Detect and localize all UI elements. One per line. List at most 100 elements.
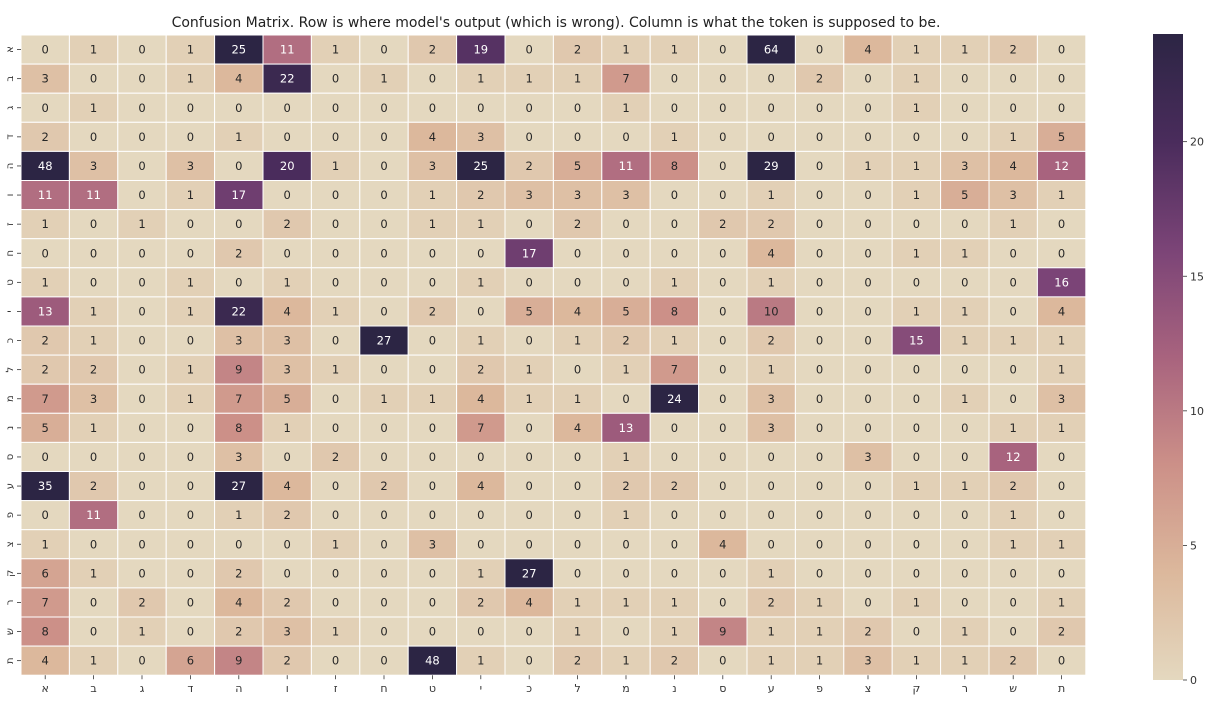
cell-value-label: 1 <box>622 101 629 115</box>
cell-value-label: 0 <box>477 508 484 522</box>
heatmap-cell <box>407 121 458 152</box>
heatmap-cell <box>310 209 361 240</box>
cell-value-label: 2 <box>526 159 533 173</box>
cell-value-label: 2 <box>671 654 678 668</box>
heatmap-cell <box>794 180 845 211</box>
heatmap-cell <box>1036 587 1087 618</box>
heatmap-cell <box>359 354 409 385</box>
heatmap-cell <box>68 587 119 618</box>
cell-value-label: 0 <box>380 625 387 639</box>
heatmap-cell <box>601 529 651 560</box>
heatmap-cell <box>940 34 990 65</box>
heatmap-cell <box>601 209 651 240</box>
heatmap-cell <box>262 325 312 356</box>
cell-value-label: 22 <box>280 72 295 86</box>
heatmap-cell <box>746 412 796 443</box>
cell-value-label: 1 <box>961 334 968 348</box>
cell-value-label: 0 <box>138 159 145 173</box>
heatmap-cell <box>746 325 796 356</box>
cell-value-label: 1 <box>90 421 97 435</box>
cell-value-label: 0 <box>138 392 145 406</box>
cell-value-label: 0 <box>332 654 339 668</box>
cell-value-label: 0 <box>187 508 194 522</box>
cell-value-label: 1 <box>526 363 533 377</box>
cell-value-label: 1 <box>671 275 678 289</box>
row-tick-label: י <box>5 310 16 312</box>
cell-value-label: 1 <box>913 72 920 86</box>
cell-value-label: 0 <box>719 275 726 289</box>
heatmap-cell <box>359 529 409 560</box>
cell-value-label: 1 <box>477 72 484 86</box>
heatmap-cell <box>310 325 361 356</box>
heatmap-cell <box>601 180 651 211</box>
cell-value-label: 0 <box>187 450 194 464</box>
cell-value-label: 2 <box>864 625 871 639</box>
cell-value-label: 1 <box>574 334 581 348</box>
heatmap-cell <box>214 354 264 385</box>
cell-value-label: 0 <box>90 450 97 464</box>
cell-value-label: 0 <box>235 159 242 173</box>
cell-value-label: 0 <box>816 363 823 377</box>
row-tick-label: ר <box>5 600 16 606</box>
cell-value-label: 3 <box>90 159 97 173</box>
heatmap-cell <box>1036 92 1087 123</box>
cell-value-label: 0 <box>864 392 871 406</box>
row-tick-label: ש <box>5 628 16 635</box>
heatmap-cell <box>20 558 70 589</box>
column-tick-label: א <box>42 682 49 695</box>
heatmap-cell <box>552 34 603 65</box>
heatmap-cell <box>940 296 990 327</box>
cell-value-label: 1 <box>187 392 194 406</box>
heatmap-cell <box>843 121 893 152</box>
heatmap-cell <box>214 616 264 647</box>
row-tick-label: ח <box>5 250 16 257</box>
heatmap-cell <box>1036 529 1087 560</box>
cell-value-label: 3 <box>235 334 242 348</box>
heatmap-cell <box>68 34 119 65</box>
heatmap-cell <box>1036 441 1087 472</box>
cell-value-label: 0 <box>864 363 871 377</box>
cell-value-label: 0 <box>719 479 726 493</box>
heatmap-cell <box>214 325 264 356</box>
cell-value-label: 0 <box>42 101 49 115</box>
cell-value-label: 1 <box>671 334 678 348</box>
cell-value-label: 0 <box>187 101 194 115</box>
heatmap-cell <box>601 296 651 327</box>
cell-value-label: 0 <box>477 537 484 551</box>
cell-value-label: 1 <box>622 595 629 609</box>
row-tick-label: ז <box>5 222 16 226</box>
cell-value-label: 0 <box>526 217 533 231</box>
cell-value-label: 3 <box>768 392 775 406</box>
cell-value-label: 0 <box>90 246 97 260</box>
cell-value-label: 4 <box>768 246 775 260</box>
cell-value-label: 0 <box>429 595 436 609</box>
cell-value-label: 0 <box>1058 43 1065 57</box>
cell-value-label: 1 <box>574 595 581 609</box>
heatmap-cell <box>20 529 70 560</box>
cell-value-label: 2 <box>1010 43 1017 57</box>
cell-value-label: 0 <box>719 101 726 115</box>
cell-value-label: 2 <box>429 43 436 57</box>
heatmap-cell <box>20 121 70 152</box>
row-tick-label: נ <box>5 426 16 430</box>
cell-value-label: 3 <box>284 625 291 639</box>
cell-value-label: 0 <box>864 537 871 551</box>
cell-value-label: 0 <box>90 275 97 289</box>
heatmap-cell <box>891 558 942 589</box>
cell-value-label: 0 <box>138 566 145 580</box>
cell-value-label: 0 <box>913 537 920 551</box>
cell-value-label: 0 <box>1058 654 1065 668</box>
cell-value-label: 0 <box>138 188 145 202</box>
cell-value-label: 35 <box>38 479 53 493</box>
cell-value-label: 3 <box>622 188 629 202</box>
heatmap-cell <box>698 645 748 676</box>
cell-value-label: 0 <box>1058 450 1065 464</box>
cell-value-label: 0 <box>961 217 968 231</box>
heatmap-cell <box>359 34 409 65</box>
cell-value-label: 0 <box>671 246 678 260</box>
heatmap-cell <box>552 92 603 123</box>
cell-value-label: 24 <box>667 392 682 406</box>
cell-value-label: 0 <box>42 450 49 464</box>
column-tick-label: י <box>480 682 482 695</box>
cell-value-label: 0 <box>719 72 726 86</box>
